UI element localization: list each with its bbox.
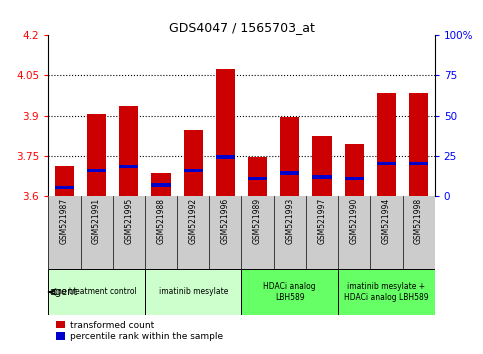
Bar [313,176,332,179]
Bar [87,169,106,172]
Bar [184,169,203,172]
Bar [145,269,242,315]
Text: GSM521994: GSM521994 [382,198,391,244]
Text: GSM521997: GSM521997 [317,198,327,244]
Bar [87,114,106,196]
Bar [409,93,428,196]
Text: GSM521995: GSM521995 [124,198,133,244]
Bar [313,136,332,196]
Bar [151,183,170,187]
Bar [248,157,267,196]
Bar [216,69,235,196]
Bar [184,130,203,196]
Title: GDS4047 / 1565703_at: GDS4047 / 1565703_at [169,21,314,34]
Text: HDACi analog
LBH589: HDACi analog LBH589 [264,282,316,302]
Text: imatinib mesylate +
HDACi analog LBH589: imatinib mesylate + HDACi analog LBH589 [344,282,429,302]
Text: imatinib mesylate: imatinib mesylate [158,287,228,296]
Bar [55,186,74,189]
Text: GSM521987: GSM521987 [60,198,69,244]
Text: GSM521988: GSM521988 [156,198,166,244]
Bar [338,269,435,315]
Text: agent: agent [49,287,77,297]
Text: GSM521991: GSM521991 [92,198,101,244]
Bar [151,173,170,196]
Bar [242,269,338,315]
Bar [48,269,145,315]
Bar [409,162,428,165]
Text: GSM521989: GSM521989 [253,198,262,244]
Text: GSM521996: GSM521996 [221,198,230,244]
Text: GSM521993: GSM521993 [285,198,294,244]
Bar [280,171,299,175]
Text: GSM521990: GSM521990 [350,198,359,244]
Bar [377,162,396,165]
Bar [119,106,139,196]
Bar [344,177,364,180]
Legend: transformed count, percentile rank within the sample: transformed count, percentile rank withi… [53,317,227,345]
Text: no treatment control: no treatment control [57,287,137,296]
Bar [280,117,299,196]
Bar [216,155,235,159]
Text: GSM521992: GSM521992 [189,198,198,244]
Bar [344,144,364,196]
Bar [377,93,396,196]
Bar [55,166,74,196]
Bar [248,177,267,180]
Text: GSM521998: GSM521998 [414,198,423,244]
Bar [119,165,139,168]
